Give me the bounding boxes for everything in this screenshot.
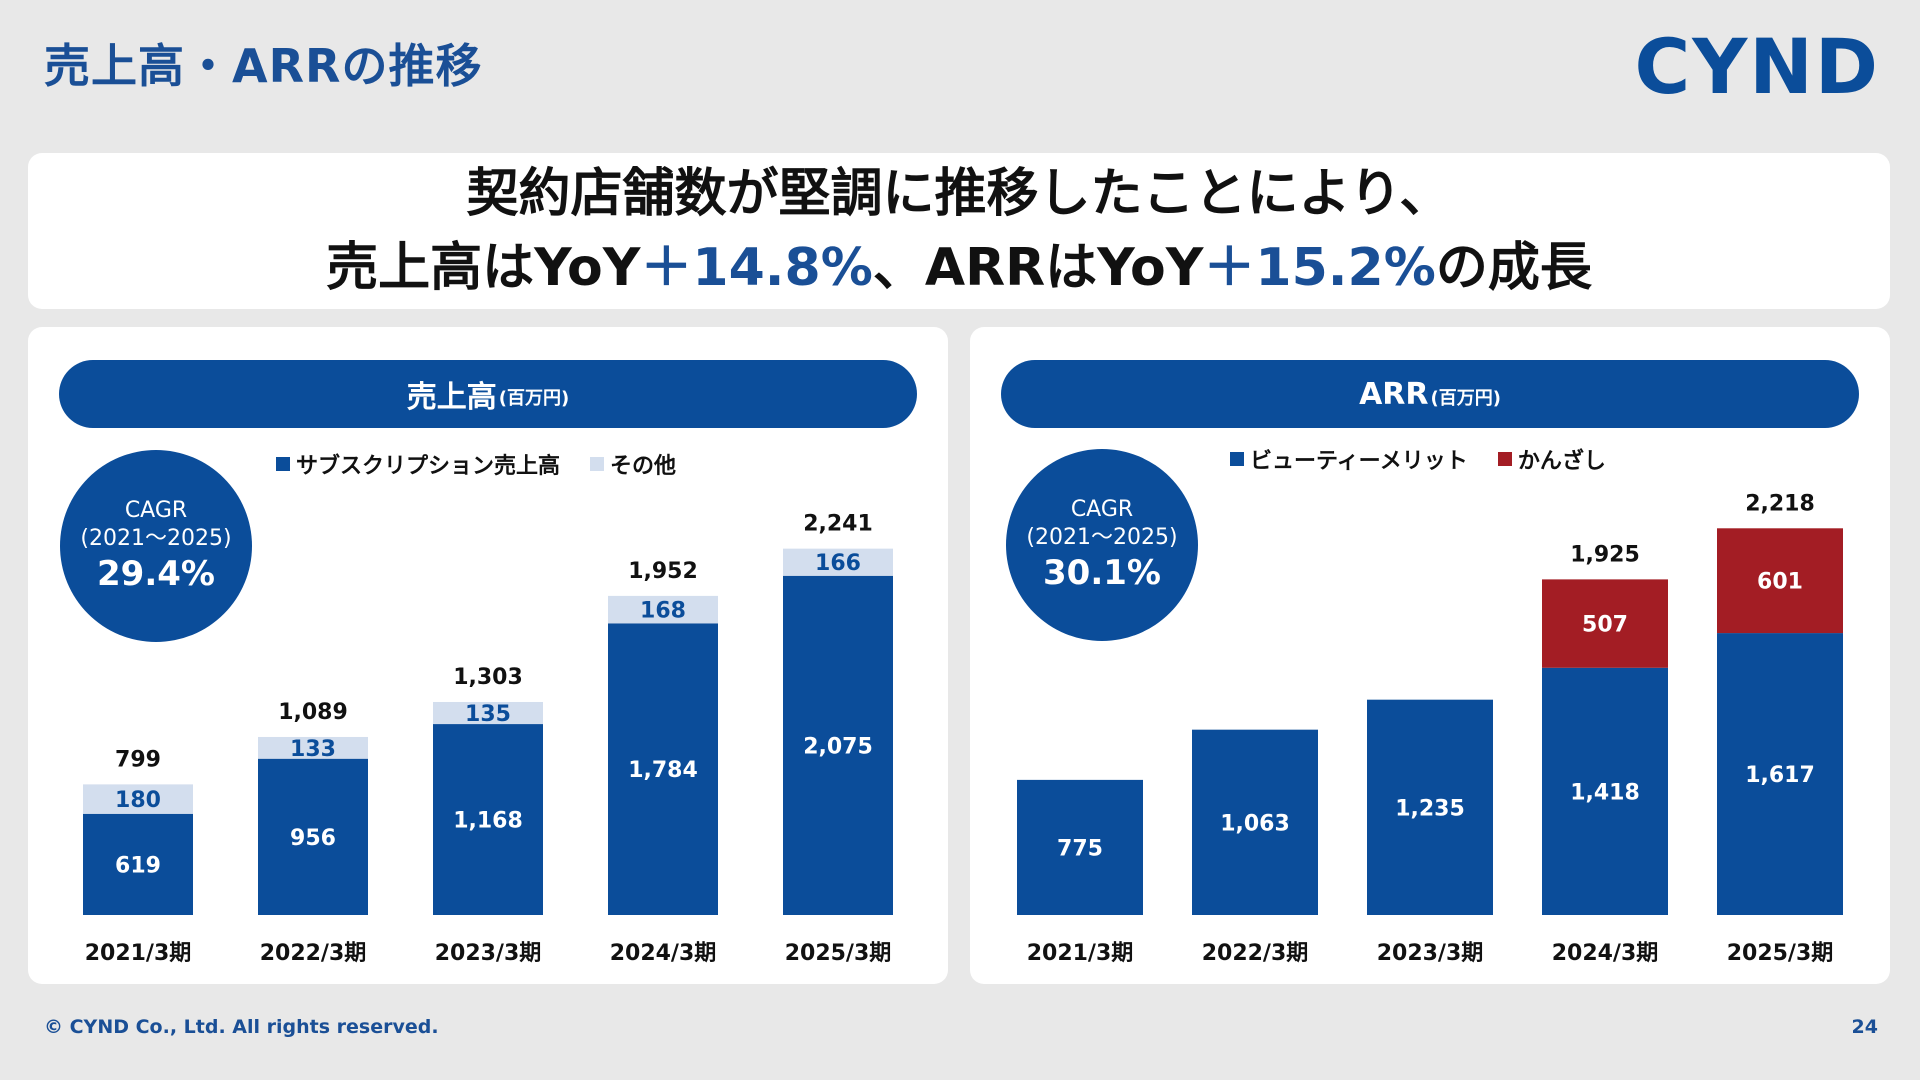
bar-secondary-3 [608,595,718,624]
data-label: 775 [1057,836,1103,861]
bar-primary-2 [433,724,543,915]
data-label: 2,075 [803,734,873,759]
sales-legend-item-subscription: サブスクリプション売上高 [276,448,560,480]
data-label: 507 [1582,613,1628,638]
arr-panel-title: ARR [1359,376,1429,412]
data-label: 1,784 [628,758,698,783]
sales-cagr-label: CAGR [124,498,188,523]
arr-chart: 775 2021/3期 1,063 2022/3期 1,235 2023/3期 1,418 5… [1017,491,1843,966]
headline-suffix: の成長 [1435,238,1592,298]
category-label: 2025/3期 [1727,941,1834,966]
arr-legend: ビューティーメリット かんざし [1230,443,1636,475]
headline-line-1: 契約店舗数が堅調に推移したことにより、 [466,164,1452,224]
sales-legend-item-other: その他 [590,448,676,480]
category-label: 2022/3期 [1202,941,1309,966]
category-label: 2023/3期 [1377,941,1484,966]
data-label: 956 [290,826,336,851]
legend-swatch [590,457,605,471]
bar-primary-1 [1192,729,1318,915]
category-label: 2021/3期 [85,941,192,966]
company-logo: CYND [1634,22,1880,111]
bar-secondary-1 [258,736,368,759]
data-label: 1,617 [1745,763,1815,788]
sales-panel-header: 売上高 (百万円) [59,360,917,428]
legend-label: その他 [610,454,677,479]
bar-primary-1 [258,758,368,915]
bar-secondary-4 [1717,528,1843,634]
bar-primary-0 [1017,779,1143,915]
sales-cagr-value: 29.4% [97,554,215,594]
total-label: 1,089 [278,700,348,725]
data-label: 168 [640,599,686,624]
arr-cagr-badge: CAGR (2021～2025) 30.1% [1006,449,1198,641]
bar-primary-3 [608,623,718,915]
headline-line-2: 売上高はYoY＋14.8%、ARRはYoY＋15.2%の成長 [326,231,1592,305]
sales-chart: 619 180 799 2021/3期 956 133 1,089 2022/3期 1,168 1… [83,512,893,966]
headline-sales-text: 売上高はYoY [326,238,641,298]
sales-cagr-period: (2021～2025) [80,526,232,551]
legend-label: かんざし [1517,449,1606,474]
legend-label: サブスクリプション売上高 [296,454,561,479]
headline-arr-text: 、ARRはYoY [872,238,1204,298]
data-label: 1,235 [1395,796,1465,821]
arr-cagr-value: 30.1% [1043,553,1161,593]
data-label: 1,063 [1220,811,1290,836]
data-label: 180 [115,788,161,813]
headline-box: 契約店舗数が堅調に推移したことにより、 売上高はYoY＋14.8%、ARRはYo… [28,153,1890,309]
category-label: 2023/3期 [435,941,542,966]
arr-panel-unit: (百万円) [1430,388,1501,409]
total-label: 2,241 [803,512,873,537]
bar-secondary-0 [83,784,193,814]
arr-legend-item-kanzashi: かんざし [1497,443,1606,475]
sales-panel-title: 売上高 [406,380,497,415]
category-label: 2025/3期 [785,941,892,966]
legend-swatch [1497,452,1512,466]
sales-legend: サブスクリプション売上高 その他 [276,448,706,480]
data-label: 619 [115,853,161,878]
total-label: 1,925 [1570,542,1640,567]
sales-cagr-badge: CAGR (2021～2025) 29.4% [60,450,252,642]
arr-panel: ARR (百万円) CAGR (2021～2025) 30.1% ビューティーメリ… [970,327,1890,984]
legend-swatch [1230,452,1244,466]
bar-primary-3 [1542,667,1668,915]
total-label: 1,303 [453,665,523,690]
legend-label: ビューティーメリット [1250,449,1468,474]
data-label: 1,418 [1570,780,1640,805]
bar-secondary-4 [783,548,893,576]
data-label: 135 [465,702,511,727]
footer-copyright: © CYND Co., Ltd. All rights reserved. [44,1016,439,1038]
bar-secondary-3 [1542,579,1668,668]
total-label: 799 [115,747,161,772]
category-label: 2022/3期 [260,941,367,966]
page-number: 24 [1851,1016,1878,1038]
data-label: 166 [815,551,861,576]
legend-swatch [276,457,290,471]
arr-legend-item-beauty-merit: ビューティーメリット [1230,443,1468,475]
headline-arr-growth: ＋15.2% [1203,238,1436,298]
arr-cagr-label: CAGR [1070,497,1134,522]
sales-panel-unit: (百万円) [498,388,570,409]
data-label: 601 [1757,570,1803,595]
page-title: 売上高・ARRの推移 [44,39,483,93]
category-label: 2024/3期 [610,941,717,966]
bar-primary-4 [783,575,893,915]
total-label: 1,952 [628,559,698,584]
arr-panel-header: ARR (百万円) [1001,360,1859,428]
bar-primary-0 [83,813,193,915]
bar-secondary-2 [433,701,543,725]
category-label: 2021/3期 [1027,941,1134,966]
arr-cagr-period: (2021～2025) [1026,525,1178,550]
total-label: 2,218 [1745,491,1815,516]
headline-sales-growth: ＋14.8% [640,238,873,298]
category-label: 2024/3期 [1552,941,1659,966]
data-label: 1,168 [453,809,523,834]
sales-panel: 売上高 (百万円) CAGR (2021～2025) 29.4% サブスクリプショ… [28,327,948,984]
bar-primary-4 [1717,633,1843,915]
bar-primary-2 [1367,699,1493,915]
data-label: 133 [290,737,336,762]
